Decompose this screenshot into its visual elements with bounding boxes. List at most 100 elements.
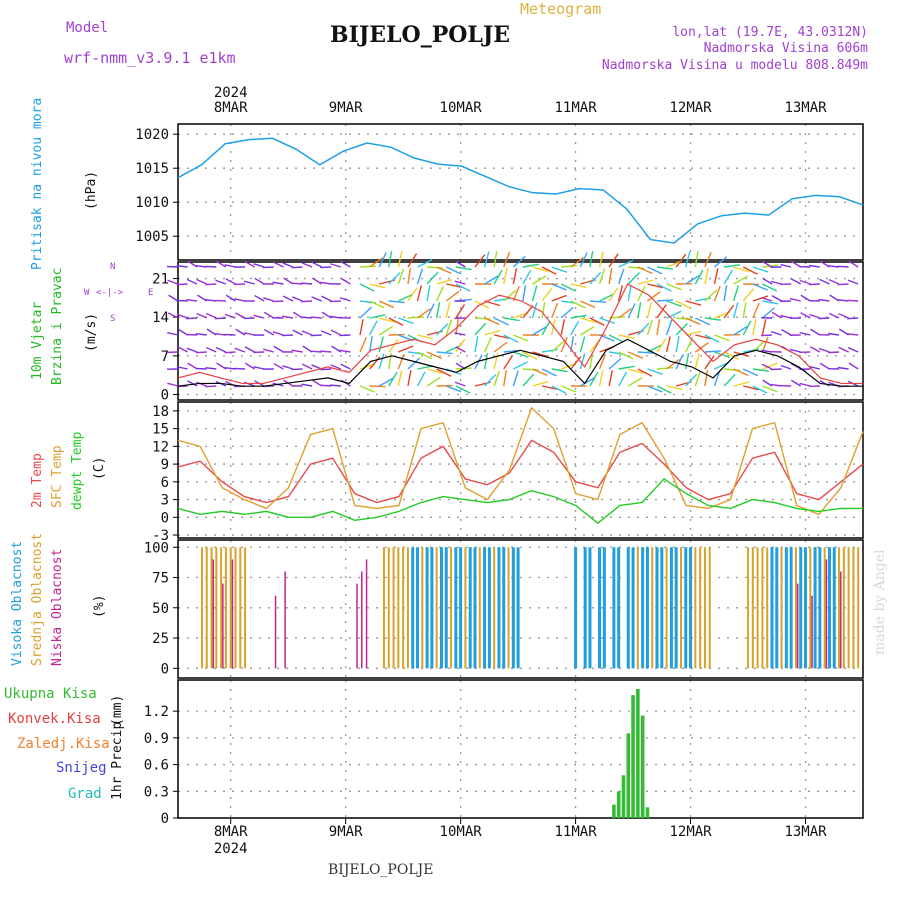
wind-arrow (704, 350, 721, 353)
wind-arrow (847, 317, 859, 320)
wind-arrow (666, 385, 683, 391)
wind-arrow (713, 268, 719, 285)
wind-arrow (627, 303, 636, 319)
wind-arrow (800, 312, 811, 319)
wind-arrow (407, 253, 418, 268)
wind-arrow (513, 361, 528, 370)
wind-arrow (503, 289, 517, 302)
cloud-high-bar (444, 547, 448, 669)
meteogram-subtitle: Meteogram (520, 0, 602, 18)
wind-arrow (378, 300, 395, 309)
cloud-low-bar (231, 559, 234, 669)
wind-arrow (532, 326, 547, 336)
wind-arrow (301, 330, 313, 336)
cloud-high-bar (689, 547, 693, 669)
wind-arrow (762, 362, 778, 370)
wind-arrow (225, 278, 236, 285)
wind-arrow (205, 312, 217, 319)
cloud-mid-bar (761, 547, 764, 669)
wind-arrow (224, 333, 236, 336)
wind-arrow (761, 319, 767, 336)
wind-arrow (732, 285, 739, 302)
wind-arrow (704, 251, 712, 268)
wind-arrow (474, 317, 492, 320)
wind-arrow (656, 319, 661, 336)
wind-arrow (770, 368, 782, 371)
wind-arrow (301, 383, 313, 387)
wind-arrow (808, 264, 820, 268)
wind-arrow (474, 354, 483, 370)
wind-arrow (493, 341, 508, 353)
wind-arrow (493, 370, 501, 387)
wind-arrow (647, 283, 664, 289)
wind-arrow (656, 338, 667, 353)
cloud-mid-bar (210, 547, 213, 669)
wind-arrow (627, 285, 632, 302)
wind-arrow (167, 382, 179, 387)
wind-arrow (838, 328, 850, 336)
precip-bar (626, 733, 631, 818)
wind-arrow (378, 252, 387, 268)
wind-arrow (224, 313, 236, 319)
wind-arrow (301, 300, 313, 303)
wind-arrow (320, 266, 332, 269)
wind-arrow (541, 302, 546, 319)
wind-arrow (205, 298, 217, 302)
cloud-low-bar (796, 583, 799, 669)
wind-arrow (445, 302, 451, 319)
wind-arrow (368, 320, 378, 336)
wind-arrow (388, 272, 401, 285)
wind-arrow (847, 299, 859, 302)
wind-arrow (647, 368, 663, 375)
wind-arrow (445, 319, 453, 336)
top-date-label: 9MAR (329, 100, 363, 116)
wind-arrow (292, 296, 303, 302)
wind-arrow (541, 266, 557, 275)
wind-arrow (484, 374, 497, 387)
wind-arrow (637, 279, 654, 285)
wind-arrow (551, 266, 568, 273)
cloud-mid-bar (402, 547, 405, 669)
wind-arrow (503, 317, 520, 322)
cloud-high-bar (459, 547, 463, 669)
precip-frz-label: Zaledj.Kisa (17, 736, 110, 752)
wind-arrow (483, 337, 492, 353)
wind-arrow (329, 315, 341, 319)
wind-arrow (608, 253, 619, 268)
wind-speed-line (177, 338, 863, 387)
cloud-low-bar (825, 559, 828, 669)
precip-bar (621, 775, 626, 818)
wind-arrow (379, 317, 395, 323)
wind-arrow (205, 283, 217, 286)
cloud-mid-bar (421, 547, 424, 669)
wind-arrow (301, 363, 313, 370)
wind-arrow (186, 278, 198, 285)
model-name: wrf-nmm_v3.9.1 e1km (64, 49, 236, 67)
wind-arrow (340, 363, 351, 370)
wind-arrow (675, 300, 691, 309)
wind-arrow (522, 351, 538, 360)
wind-arrow (359, 265, 377, 268)
cloud-low-bar (274, 595, 277, 669)
cloud-mid-bar (229, 547, 232, 669)
cloud-high-bar (583, 547, 587, 669)
wind-arrow (474, 254, 486, 268)
wind-arrow (656, 366, 674, 370)
wind-arrow (666, 358, 680, 370)
wind-arrow (512, 370, 519, 387)
wind-arrow (301, 262, 313, 268)
wind-arrow (197, 294, 208, 302)
wind-arrow (598, 251, 604, 268)
precip-conv-label: Konvek.Kisa (8, 711, 101, 727)
wind-arrow (762, 300, 779, 305)
wind-arrow (666, 260, 682, 268)
cloud-mid-bar (450, 547, 453, 669)
wind-arrow (790, 278, 802, 285)
wind-arrow (273, 362, 284, 370)
cloud-mid-bar (794, 547, 797, 669)
cloud-mid-bar (397, 547, 400, 669)
wind-arrow (665, 336, 671, 353)
wind-arrow (541, 368, 557, 377)
wind-arrow (828, 265, 840, 268)
